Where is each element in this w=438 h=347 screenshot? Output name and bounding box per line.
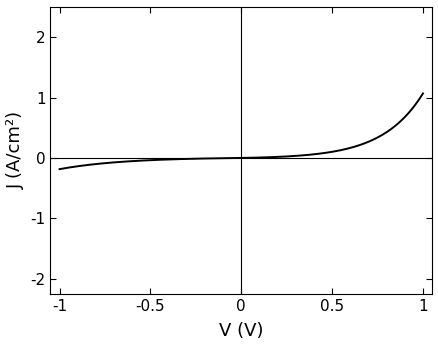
Y-axis label: J (A/cm²): J (A/cm²) bbox=[7, 111, 25, 189]
X-axis label: V (V): V (V) bbox=[219, 322, 263, 340]
